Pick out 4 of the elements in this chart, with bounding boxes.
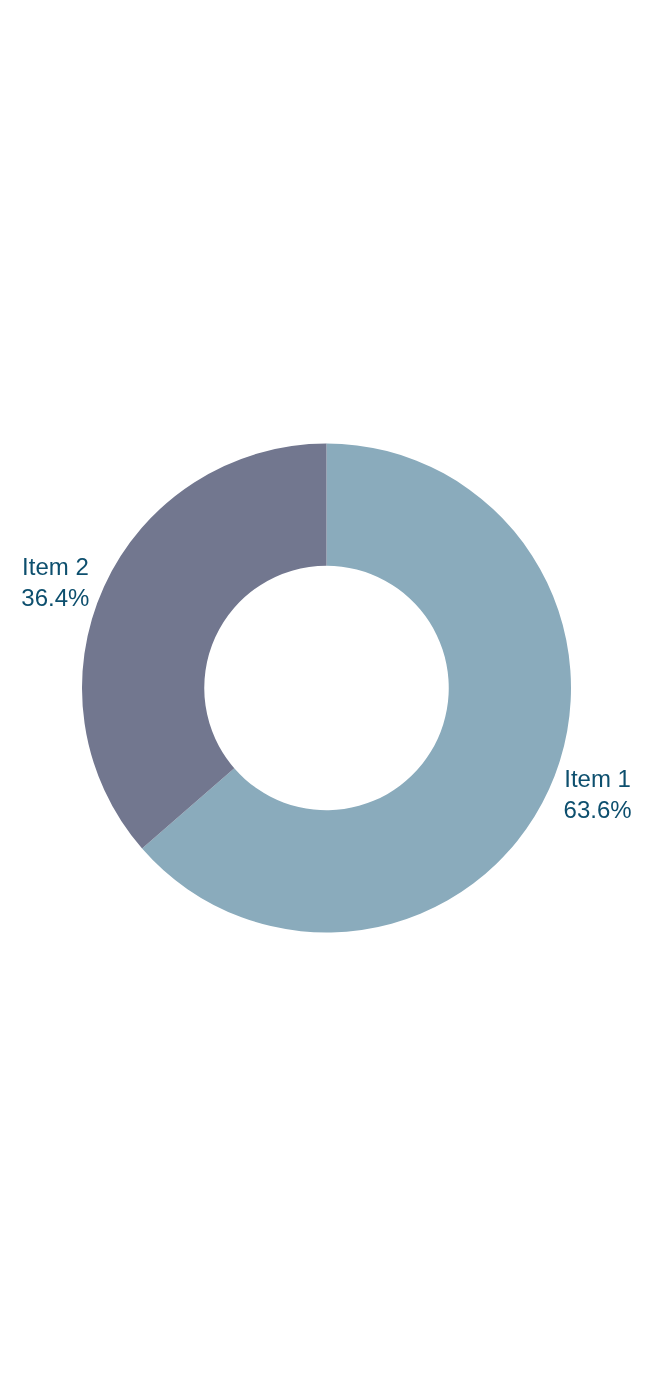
slice-label: Item 2 <box>22 552 89 580</box>
data-label: 36.4% <box>21 583 90 611</box>
slice-label: Item 1 <box>564 765 631 793</box>
data-label: 63.6% <box>563 796 632 824</box>
